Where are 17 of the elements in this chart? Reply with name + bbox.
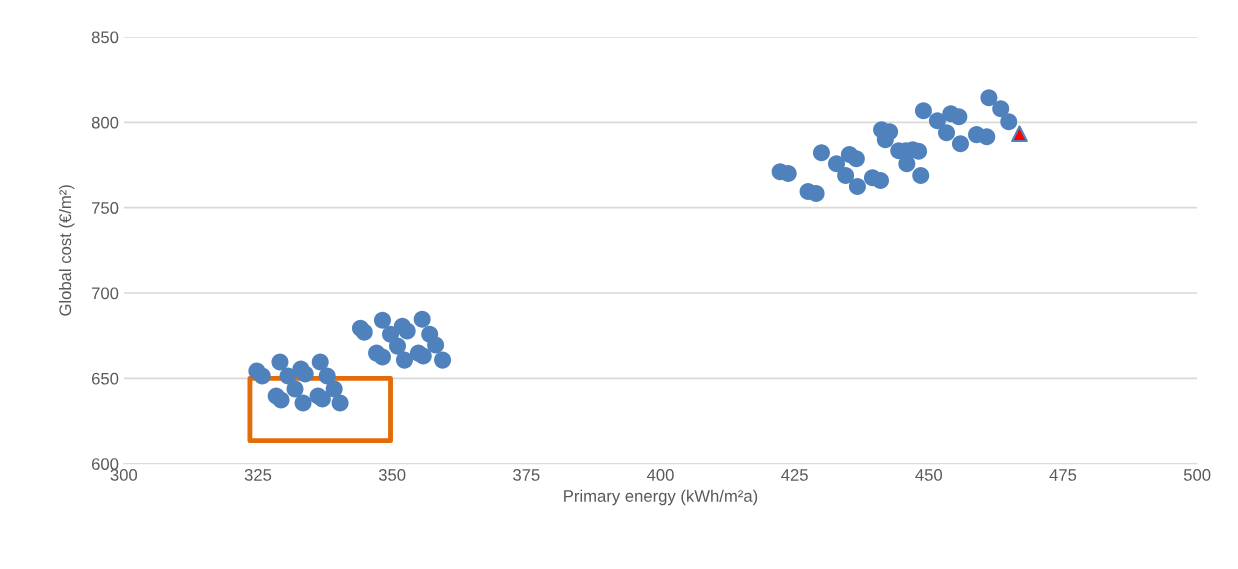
x-axis-title: Primary energy (kWh/m²a) — [564, 489, 758, 506]
x-tick-label: 325 — [244, 469, 272, 481]
y-tick-label: 600 — [91, 458, 119, 470]
y-axis-title: Global cost (€/m²) — [58, 185, 75, 316]
y-tick-label: 850 — [91, 31, 119, 44]
y-tick-label: 750 — [91, 202, 119, 214]
x-tick-label: 400 — [646, 469, 674, 481]
y-tick-label: 800 — [91, 116, 119, 129]
x-tick-label: 475 — [1049, 469, 1077, 481]
y-tick-label: 700 — [91, 287, 119, 300]
y-tick-label: 650 — [91, 372, 119, 385]
x-tick-label: 450 — [915, 469, 943, 481]
x-tick-label: 350 — [378, 469, 406, 481]
x-tick-label: 375 — [513, 469, 540, 481]
x-tick-label: 300 — [110, 469, 138, 481]
x-tick-label: 500 — [1183, 469, 1211, 481]
x-tick-label: 425 — [781, 469, 808, 481]
